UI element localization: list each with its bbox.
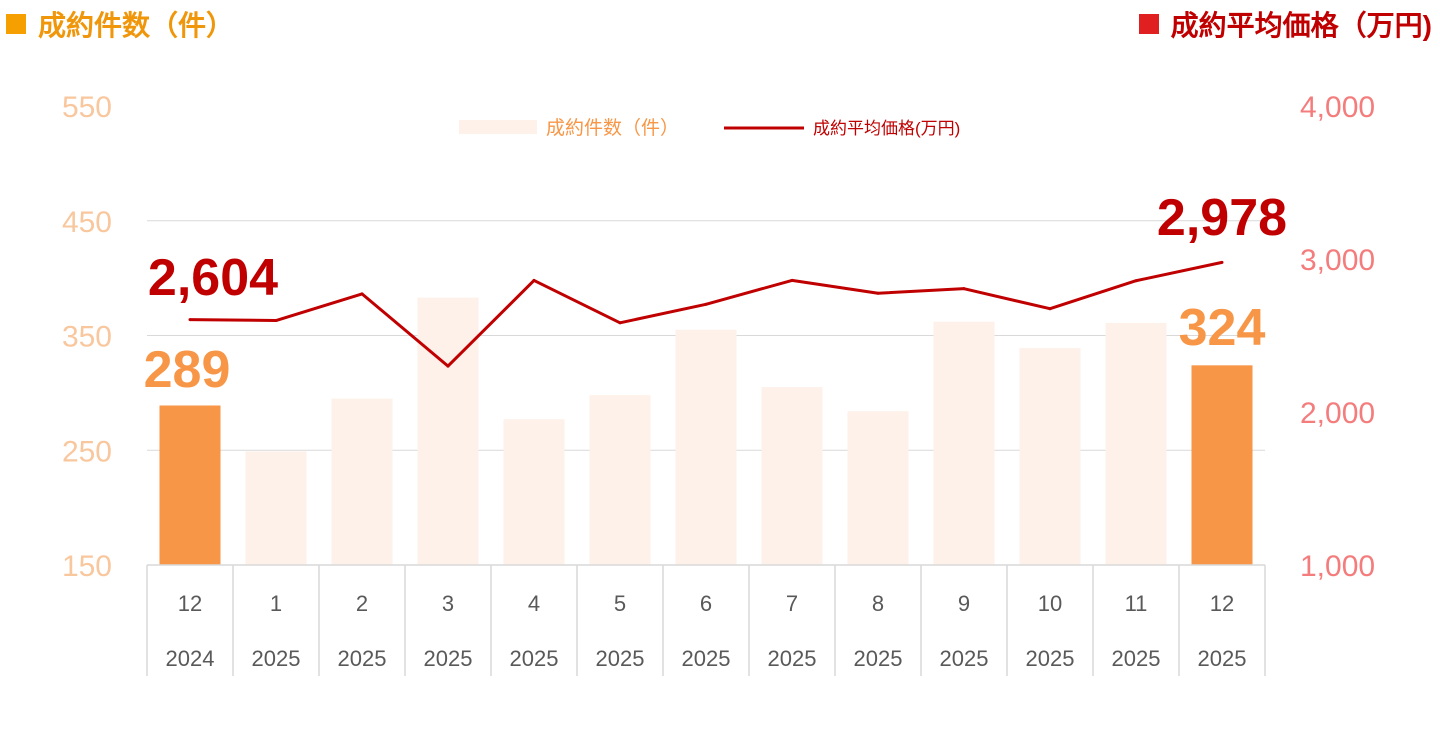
bar-8 [847,411,909,565]
price-point-12 [1220,260,1224,264]
bar-6 [675,329,737,565]
price-point-0 [188,318,192,322]
x-tick-label-year: 2025 [596,646,645,671]
x-tick-label-month: 10 [1038,591,1062,616]
x-tick-label-month: 1 [270,591,282,616]
legend-line-label: 成約平均価格(万円) [813,119,960,138]
x-tick-label-month: 12 [178,591,202,616]
x-tick-label-month: 5 [614,591,626,616]
price-point-6 [704,302,708,306]
left-axis-tick-label: 450 [62,206,112,239]
right-axis-tick-label: 1,000 [1300,550,1375,583]
price-point-7 [790,278,794,282]
bar-3 [417,297,479,565]
bar-12 [1191,365,1253,565]
bar-5 [589,395,651,565]
square-icon [1138,14,1159,34]
x-tick-label-month: 6 [700,591,712,616]
x-tick-label-month: 4 [528,591,540,616]
price-point-9 [962,287,966,291]
price-point-8 [876,291,880,295]
x-tick-label-month: 9 [958,591,970,616]
data-label: 2,604 [148,249,278,307]
right-title-text: 成約平均価格（万円) [1170,10,1432,41]
bar-0 [159,405,221,565]
right-axis-tick-label: 2,000 [1300,397,1375,430]
x-tick-label-year: 2025 [1198,646,1247,671]
x-tick-label-year: 2025 [338,646,387,671]
right-axis-title: 成約平均価格（万円) [1138,4,1432,44]
legend-bar-label: 成約件数（件） [546,117,679,139]
price-point-5 [618,321,622,325]
left-axis-tick-label: 550 [62,91,112,124]
x-tick-label-year: 2025 [854,646,903,671]
price-point-2 [360,292,364,296]
bar-1 [245,451,307,565]
x-tick-label-month: 11 [1125,591,1148,616]
bar-2 [331,398,393,565]
right-axis-tick-label: 4,000 [1300,91,1375,124]
x-tick-label-month: 7 [786,591,798,616]
price-point-11 [1134,279,1138,283]
left-axis-tick-label: 250 [62,435,112,468]
price-point-10 [1048,307,1052,311]
bar-4 [503,419,565,565]
x-tick-label-year: 2025 [1112,646,1161,671]
bar-10 [1019,348,1081,565]
data-label: 2,978 [1157,189,1287,247]
right-axis-tick-label: 3,000 [1300,244,1375,277]
data-label: 324 [1179,299,1266,357]
x-tick-label-year: 2025 [510,646,559,671]
left-title-text: 成約件数（件） [38,10,235,41]
x-tick-label-month: 2 [356,591,368,616]
x-tick-label-month: 12 [1210,591,1234,616]
x-tick-label-month: 3 [442,591,454,616]
x-tick-label-year: 2024 [166,646,215,671]
left-axis-title: 成約件数（件） [6,4,234,44]
x-tick-label-year: 2025 [424,646,473,671]
x-tick-label-year: 2025 [940,646,989,671]
x-tick-label-year: 2025 [682,646,731,671]
left-axis-tick-label: 150 [62,550,112,583]
bar-7 [761,387,823,565]
data-label: 289 [144,341,231,399]
bar-11 [1105,322,1167,565]
left-axis-tick-label: 350 [62,321,112,354]
bar-9 [933,321,995,565]
square-icon [6,14,26,34]
price-point-1 [274,319,278,323]
x-tick-label-month: 8 [872,591,884,616]
x-tick-label-year: 2025 [252,646,301,671]
x-tick-label-year: 2025 [768,646,817,671]
price-point-3 [446,364,450,368]
legend-bar-swatch [459,120,537,134]
x-tick-label-year: 2025 [1026,646,1075,671]
price-point-4 [532,278,536,282]
